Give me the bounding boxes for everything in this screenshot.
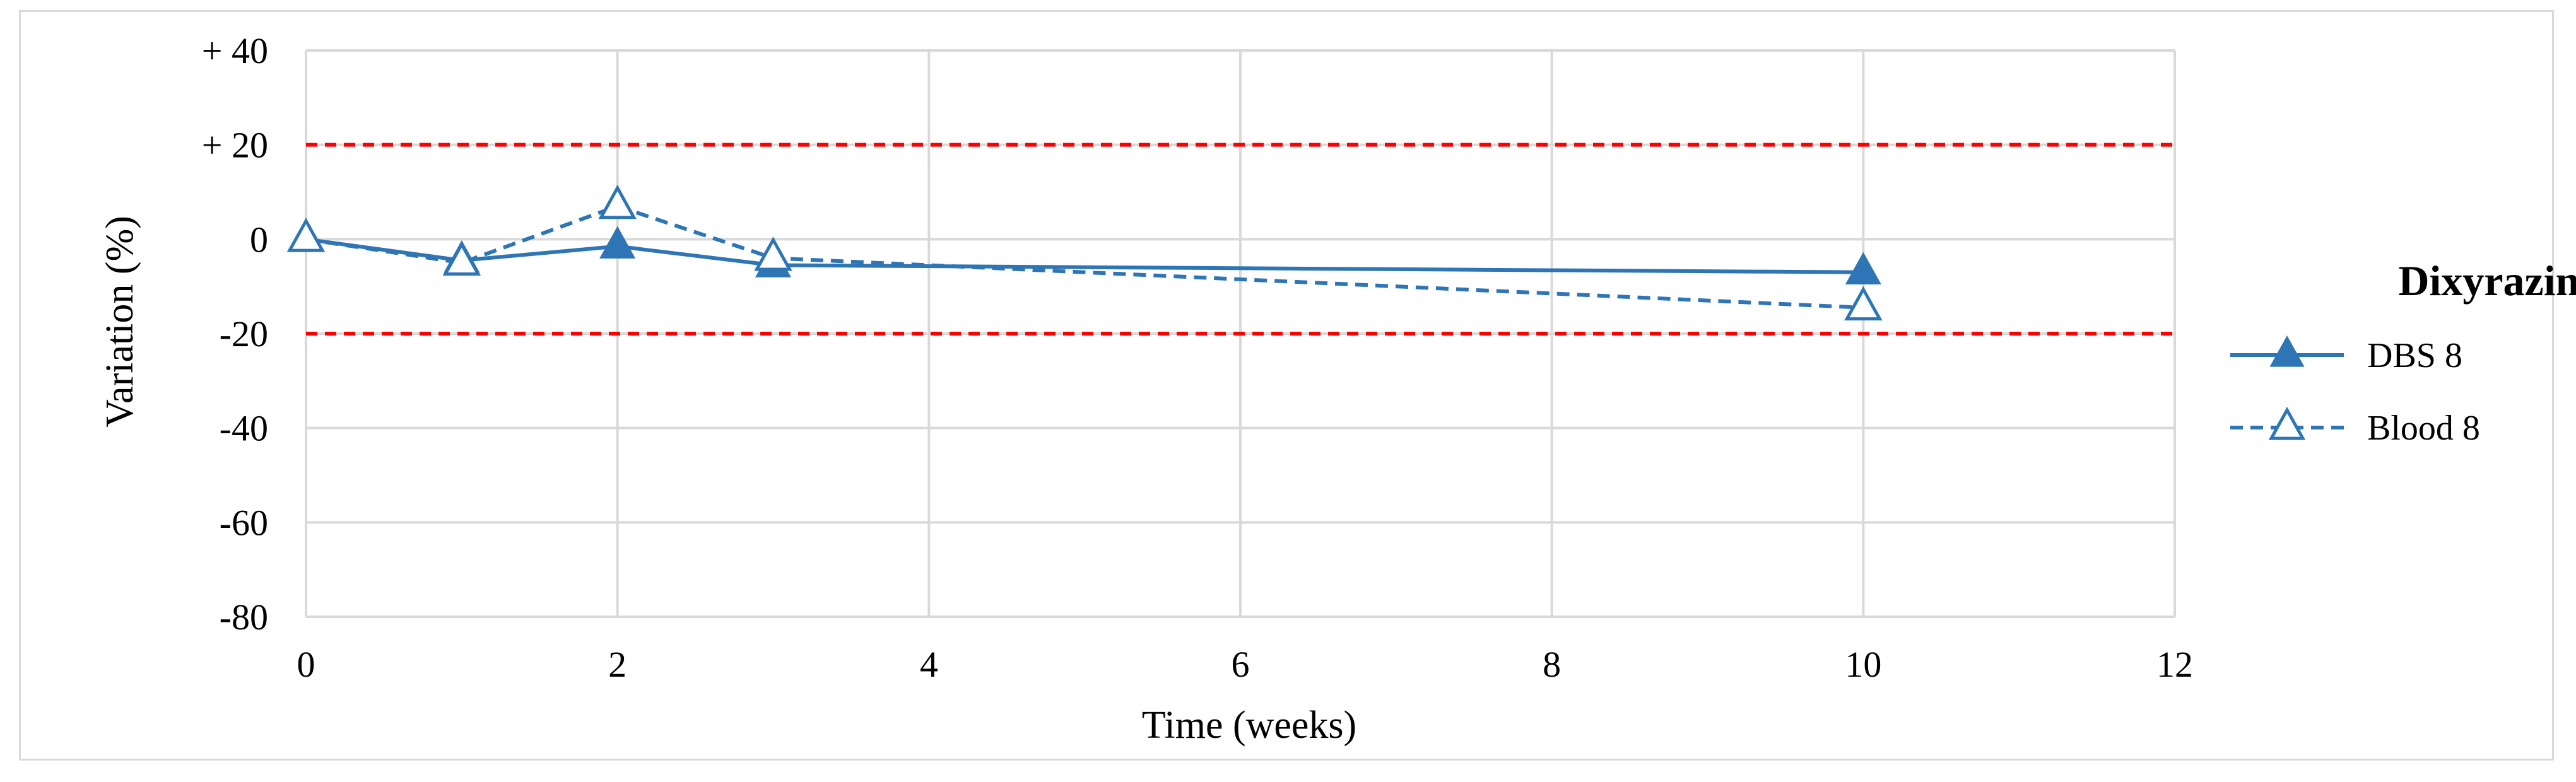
x-axis-title: Time (weeks) bbox=[1142, 704, 1356, 747]
x-tick-label: 2 bbox=[608, 644, 626, 685]
series-layer bbox=[286, 184, 1883, 321]
y-tick-label: -80 bbox=[220, 597, 268, 638]
legend-title: Dixyrazine bbox=[2398, 257, 2576, 305]
x-tick-label: 0 bbox=[297, 644, 315, 685]
x-tick-label: 6 bbox=[1232, 644, 1250, 685]
y-tick-label: 0 bbox=[250, 219, 268, 260]
x-tick-label: 8 bbox=[1543, 644, 1561, 685]
data-point bbox=[754, 236, 792, 271]
data-point bbox=[599, 226, 636, 259]
data-point bbox=[286, 218, 326, 252]
series-line bbox=[305, 204, 1864, 310]
y-tick-label: + 40 bbox=[202, 30, 268, 71]
legend-marker bbox=[2268, 406, 2306, 440]
x-tick-label: 10 bbox=[1845, 644, 1881, 685]
data-point bbox=[1844, 286, 1883, 321]
x-tick-label: 12 bbox=[2156, 644, 2193, 685]
y-tick-labels: + 40 + 20 0 -20 -40 -60 -80 bbox=[202, 30, 268, 638]
y-tick-label: -20 bbox=[220, 313, 268, 354]
reference-lines bbox=[306, 143, 2175, 336]
x-tick-labels: 0 2 4 6 8 10 12 bbox=[297, 644, 2194, 685]
legend: Dixyrazine DBS 8 Blood 8 bbox=[2230, 257, 2576, 448]
data-point bbox=[442, 241, 481, 276]
data-point bbox=[1845, 252, 1881, 285]
y-tick-label: -60 bbox=[220, 502, 268, 543]
x-tick-label: 4 bbox=[920, 644, 938, 685]
chart-frame bbox=[19, 10, 2554, 761]
y-tick-label: + 20 bbox=[202, 125, 268, 166]
legend-label: Blood 8 bbox=[2367, 409, 2480, 448]
series-blood-8 bbox=[286, 184, 1883, 321]
y-axis-title: Variation (%) bbox=[98, 216, 141, 428]
series-line bbox=[305, 237, 1864, 274]
legend-marker bbox=[2269, 336, 2305, 367]
y-tick-label: -40 bbox=[220, 408, 268, 449]
data-point bbox=[598, 184, 637, 219]
legend-label: DBS 8 bbox=[2367, 336, 2462, 375]
